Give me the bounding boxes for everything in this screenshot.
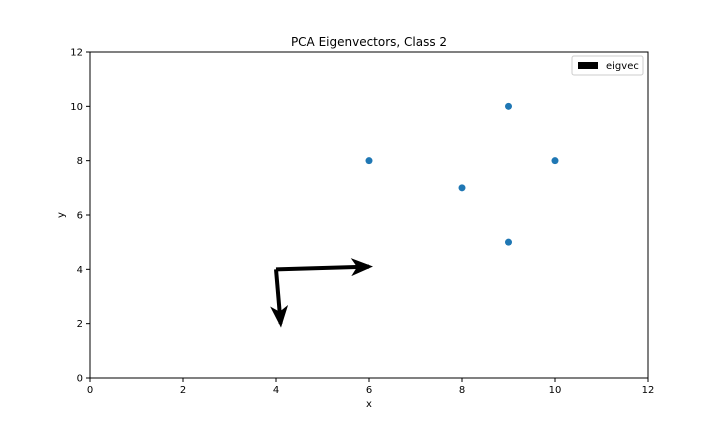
eigenvector-arrow <box>270 269 289 328</box>
y-tick-label: 4 <box>77 265 83 276</box>
x-axis-label: x <box>366 399 372 410</box>
scatter-point <box>365 157 373 165</box>
y-tick-label: 12 <box>70 48 83 59</box>
x-tick-label: 8 <box>459 385 465 396</box>
scatter-point <box>458 184 466 192</box>
y-tick-label: 6 <box>77 211 83 222</box>
y-tick-label: 8 <box>77 156 83 167</box>
x-tick-label: 2 <box>180 385 186 396</box>
x-axis-ticks: 0 2 4 6 8 10 12 <box>87 378 655 396</box>
x-tick-label: 6 <box>366 385 372 396</box>
y-axis-ticks: 0 2 4 6 8 10 12 <box>70 48 90 385</box>
x-tick-label: 12 <box>642 385 655 396</box>
x-tick-label: 10 <box>549 385 562 396</box>
eigenvector-arrow <box>275 258 373 277</box>
y-axis-label: y <box>56 212 67 218</box>
legend: eigvec <box>571 55 644 76</box>
scatter-point <box>505 238 512 246</box>
eigenvector-arrows <box>270 258 373 328</box>
y-tick-label: 10 <box>70 102 83 113</box>
y-tick-label: 0 <box>77 374 83 385</box>
x-tick-label: 0 <box>87 385 93 396</box>
chart-title: PCA Eigenvectors, Class 2 <box>291 35 447 49</box>
legend-swatch <box>578 62 598 69</box>
scatter-points <box>365 102 559 246</box>
x-tick-label: 4 <box>273 385 279 396</box>
y-tick-label: 2 <box>77 319 83 330</box>
scatter-point <box>505 102 512 110</box>
legend-label: eigvec <box>606 61 639 72</box>
scatter-point <box>551 157 559 165</box>
legend-box <box>571 55 644 76</box>
plot-frame <box>89 51 649 379</box>
